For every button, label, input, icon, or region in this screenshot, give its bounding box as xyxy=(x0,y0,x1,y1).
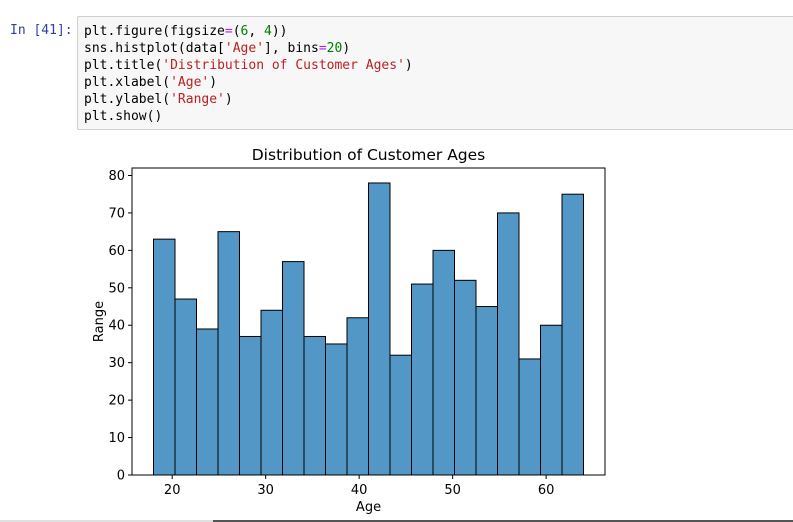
code-lines: plt.figure(figsize=(6, 4)) sns.histplot(d… xyxy=(84,23,793,125)
histogram-bar xyxy=(432,249,455,476)
cell-output: 20 30 40 50 60 0 10 20 30 40 50 60 70 80 Distribution … xyxy=(80,138,793,522)
code-token: 'Age' xyxy=(224,41,265,56)
code-line: plt.show() xyxy=(84,108,793,125)
code-token: 6 xyxy=(240,24,249,39)
code-token: ], bins xyxy=(264,41,319,56)
histogram-bar xyxy=(153,238,176,476)
code-token: plt.ylabel( xyxy=(84,92,171,107)
x-tick-label: 50 xyxy=(444,483,461,498)
code-cell-editor[interactable]: plt.figure(figsize=(6, 4)) sns.histplot(d… xyxy=(77,16,793,130)
histogram-bar xyxy=(518,358,541,476)
code-token: = xyxy=(224,24,233,39)
histogram-bar xyxy=(368,182,391,476)
plot-frame xyxy=(131,167,606,476)
code-token: plt.xlabel( xyxy=(84,75,171,90)
x-tick-label: 60 xyxy=(538,483,555,498)
code-token: ) xyxy=(342,41,351,56)
histogram-bar xyxy=(217,231,240,476)
x-tick-label: 20 xyxy=(164,483,181,498)
code-token: ) xyxy=(404,58,413,73)
histogram-bar xyxy=(389,354,412,476)
histogram-bar xyxy=(346,317,369,476)
histogram-bar xyxy=(282,261,305,476)
code-line: plt.figure(figsize=(6, 4)) xyxy=(84,23,793,40)
y-axis-label: Range xyxy=(92,301,107,342)
histogram-bar xyxy=(239,335,262,476)
scrollbar-track xyxy=(0,520,213,522)
x-axis-label: Age xyxy=(356,500,381,515)
histogram-bar xyxy=(540,324,563,476)
horizontal-scrollbar-thumb[interactable] xyxy=(213,520,793,522)
code-line: plt.title('Distribution of Customer Ages… xyxy=(84,57,793,74)
code-token: ) xyxy=(209,75,218,90)
code-token: 'Range' xyxy=(170,92,225,107)
code-token: )) xyxy=(271,24,288,39)
y-tick-label: 50 xyxy=(108,281,125,296)
code-token: plt.figure(figsize xyxy=(84,24,225,39)
y-tick-label: 80 xyxy=(108,169,125,184)
histogram-bar xyxy=(196,328,219,476)
code-token: 20 xyxy=(326,41,343,56)
y-tick-label: 70 xyxy=(108,206,125,221)
x-tick-label: 40 xyxy=(351,483,368,498)
histogram-bar xyxy=(411,283,434,476)
code-line: plt.xlabel('Age') xyxy=(84,74,793,91)
y-tick-label: 20 xyxy=(108,394,125,409)
x-tick-label: 30 xyxy=(257,483,274,498)
code-line: sns.histplot(data['Age'], bins=20) xyxy=(84,40,793,57)
code-token: ( xyxy=(232,24,241,39)
code-token: 'Age' xyxy=(170,75,210,90)
code-token: 'Distribution of Customer Ages' xyxy=(162,58,405,73)
code-token: sns.histplot(data[ xyxy=(84,41,225,56)
input-prompt: In [41]: xyxy=(10,23,73,38)
code-token: = xyxy=(318,41,327,56)
y-tick-label: 40 xyxy=(108,319,125,334)
code-token: plt.show() xyxy=(84,109,163,124)
code-token: ) xyxy=(224,92,233,107)
histogram-bar xyxy=(561,193,584,476)
histogram-bar xyxy=(260,309,283,476)
code-token: 4 xyxy=(264,24,272,39)
y-tick-label: 0 xyxy=(117,469,125,484)
code-token: plt.title( xyxy=(84,58,163,73)
histogram-bar xyxy=(475,306,498,476)
histogram-bar xyxy=(174,298,197,476)
histogram-bar xyxy=(325,343,348,476)
y-tick-label: 30 xyxy=(108,356,125,371)
code-token: , xyxy=(248,24,265,39)
histogram-bar xyxy=(454,279,477,476)
histogram-bar xyxy=(303,335,326,476)
code-line: plt.ylabel('Range') xyxy=(84,91,793,108)
histogram-bar xyxy=(497,212,520,476)
y-tick-label: 10 xyxy=(108,431,125,446)
histogram-chart: 20 30 40 50 60 0 10 20 30 40 50 60 70 80 Distribution … xyxy=(92,146,606,515)
chart-title: Distribution of Customer Ages xyxy=(252,146,486,164)
y-tick-label: 60 xyxy=(108,244,125,259)
